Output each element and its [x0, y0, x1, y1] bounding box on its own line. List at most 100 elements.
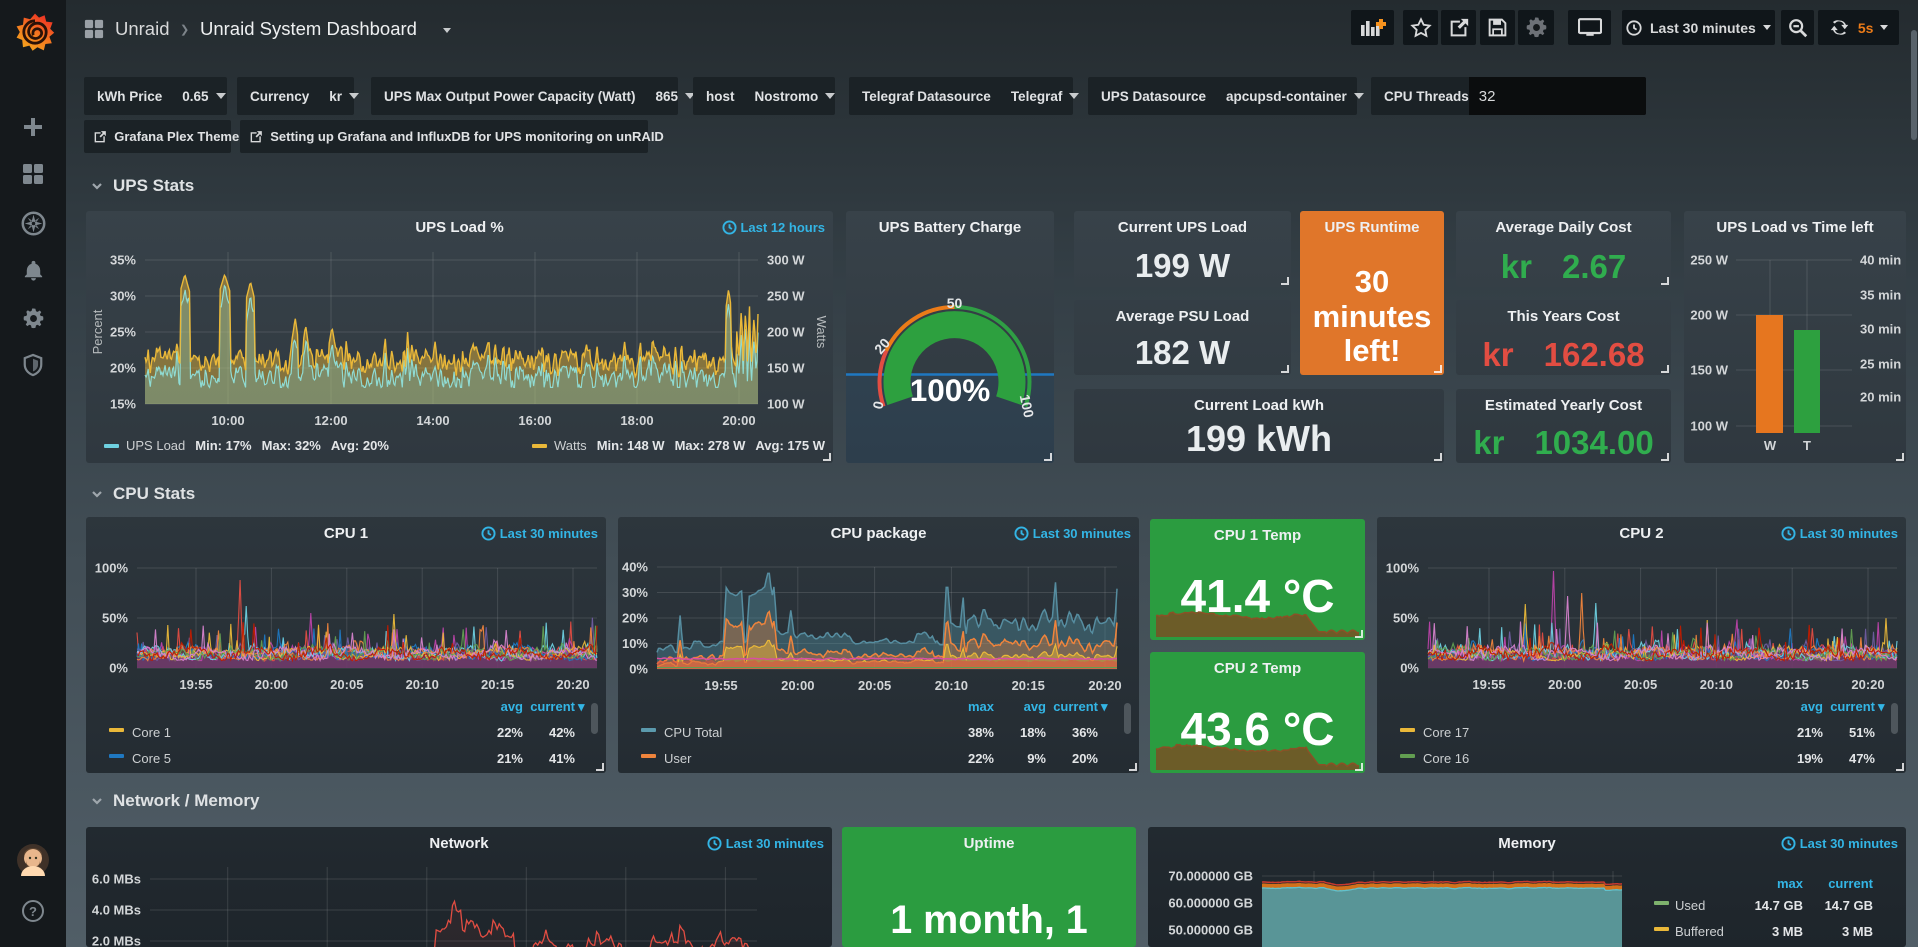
svg-text:20:10: 20:10: [935, 678, 968, 693]
svg-text:Core 1: Core 1: [132, 725, 171, 740]
svg-text:200 W: 200 W: [1690, 308, 1728, 323]
svg-text:Used: Used: [1675, 898, 1705, 913]
svg-text:20%: 20%: [1072, 751, 1098, 766]
svg-text:4.0 MBs: 4.0 MBs: [92, 903, 141, 918]
svg-text:Percent: Percent: [90, 309, 105, 354]
svg-text:20:10: 20:10: [406, 677, 439, 692]
svg-text:50: 50: [947, 295, 963, 311]
svg-text:19%: 19%: [1797, 751, 1823, 766]
svg-text:20%: 20%: [110, 361, 136, 376]
svg-text:20:15: 20:15: [1012, 678, 1045, 693]
svg-text:47%: 47%: [1849, 751, 1875, 766]
svg-text:19:55: 19:55: [179, 677, 212, 692]
svg-text:40 min: 40 min: [1860, 253, 1901, 268]
svg-text:40%: 40%: [622, 560, 648, 575]
svg-text:200 W: 200 W: [767, 325, 805, 340]
svg-text:51%: 51%: [1849, 725, 1875, 740]
svg-text:0%: 0%: [1400, 661, 1419, 676]
svg-text:20:00: 20:00: [255, 677, 288, 692]
svg-text:21%: 21%: [497, 751, 523, 766]
svg-text:Core 17: Core 17: [1423, 725, 1469, 740]
svg-text:14:00: 14:00: [416, 413, 449, 428]
svg-text:20:10: 20:10: [1700, 677, 1733, 692]
svg-text:18:00: 18:00: [620, 413, 653, 428]
svg-text:18%: 18%: [1020, 725, 1046, 740]
svg-text:CPU Total: CPU Total: [664, 725, 722, 740]
svg-text:Buffered: Buffered: [1675, 924, 1724, 939]
svg-text:0: 0: [869, 399, 886, 410]
svg-text:20 min: 20 min: [1860, 390, 1901, 405]
svg-text:User: User: [664, 751, 692, 766]
svg-text:6.0 MBs: 6.0 MBs: [92, 872, 141, 887]
svg-text:100 W: 100 W: [767, 397, 805, 412]
svg-text:20:05: 20:05: [1624, 677, 1657, 692]
svg-text:W: W: [1764, 438, 1777, 453]
svg-text:19:55: 19:55: [1472, 677, 1505, 692]
svg-text:▾: ▾: [1100, 699, 1108, 714]
svg-text:20:20: 20:20: [1088, 678, 1121, 693]
svg-text:10:00: 10:00: [211, 413, 244, 428]
svg-text:30%: 30%: [110, 289, 136, 304]
svg-text:20%: 20%: [622, 611, 648, 626]
svg-text:21%: 21%: [1797, 725, 1823, 740]
svg-text:50%: 50%: [1393, 611, 1419, 626]
svg-text:▾: ▾: [577, 699, 585, 714]
svg-text:100: 100: [1017, 393, 1038, 419]
svg-text:20:15: 20:15: [481, 677, 514, 692]
svg-text:2.0 MBs: 2.0 MBs: [92, 934, 141, 947]
svg-text:50.000000 GB: 50.000000 GB: [1168, 923, 1253, 938]
svg-text:16:00: 16:00: [518, 413, 551, 428]
svg-text:22%: 22%: [497, 725, 523, 740]
svg-text:max: max: [1777, 876, 1804, 891]
svg-text:42%: 42%: [549, 725, 575, 740]
svg-text:current: current: [530, 699, 575, 714]
svg-text:avg: avg: [501, 699, 523, 714]
svg-text:10%: 10%: [622, 636, 648, 651]
svg-text:70.000000 GB: 70.000000 GB: [1168, 869, 1253, 884]
svg-text:300 W: 300 W: [767, 253, 805, 268]
svg-text:20:20: 20:20: [1851, 677, 1884, 692]
svg-text:Core 16: Core 16: [1423, 751, 1469, 766]
svg-text:22%: 22%: [968, 751, 994, 766]
svg-text:▾: ▾: [1877, 699, 1885, 714]
svg-text:30%: 30%: [622, 585, 648, 600]
svg-text:41%: 41%: [549, 751, 575, 766]
svg-text:30 min: 30 min: [1860, 322, 1901, 337]
svg-text:50%: 50%: [102, 611, 128, 626]
svg-text:14.7 GB: 14.7 GB: [1825, 898, 1873, 913]
svg-text:20:00: 20:00: [781, 678, 814, 693]
svg-text:12:00: 12:00: [314, 413, 347, 428]
svg-text:Watts: Watts: [814, 316, 829, 349]
svg-text:60.000000 GB: 60.000000 GB: [1168, 896, 1253, 911]
svg-text:25 min: 25 min: [1860, 357, 1901, 372]
svg-text:Core 5: Core 5: [132, 751, 171, 766]
svg-text:0%: 0%: [629, 662, 648, 677]
svg-text:?: ?: [29, 904, 37, 919]
svg-text:250 W: 250 W: [1690, 253, 1728, 268]
svg-text:35%: 35%: [110, 253, 136, 268]
svg-text:20:05: 20:05: [858, 678, 891, 693]
svg-text:36%: 36%: [1072, 725, 1098, 740]
svg-text:avg: avg: [1024, 699, 1046, 714]
svg-text:15%: 15%: [110, 397, 136, 412]
svg-text:3 MB: 3 MB: [1772, 924, 1803, 939]
svg-text:20:20: 20:20: [556, 677, 589, 692]
svg-text:0%: 0%: [109, 661, 128, 676]
svg-text:current: current: [1830, 699, 1875, 714]
svg-text:100 W: 100 W: [1690, 419, 1728, 434]
svg-text:max: max: [968, 699, 995, 714]
svg-text:35 min: 35 min: [1860, 288, 1901, 303]
svg-text:current: current: [1053, 699, 1098, 714]
svg-text:avg: avg: [1801, 699, 1823, 714]
svg-text:150 W: 150 W: [1690, 363, 1728, 378]
svg-text:current: current: [1828, 876, 1873, 891]
svg-text:9%: 9%: [1027, 751, 1046, 766]
svg-text:150 W: 150 W: [767, 361, 805, 376]
svg-text:20:00: 20:00: [1548, 677, 1581, 692]
svg-text:19:55: 19:55: [704, 678, 737, 693]
svg-text:14.7 GB: 14.7 GB: [1755, 898, 1803, 913]
svg-text:100%: 100%: [95, 561, 129, 576]
svg-text:250 W: 250 W: [767, 289, 805, 304]
svg-text:20:15: 20:15: [1776, 677, 1809, 692]
svg-text:T: T: [1803, 438, 1811, 453]
